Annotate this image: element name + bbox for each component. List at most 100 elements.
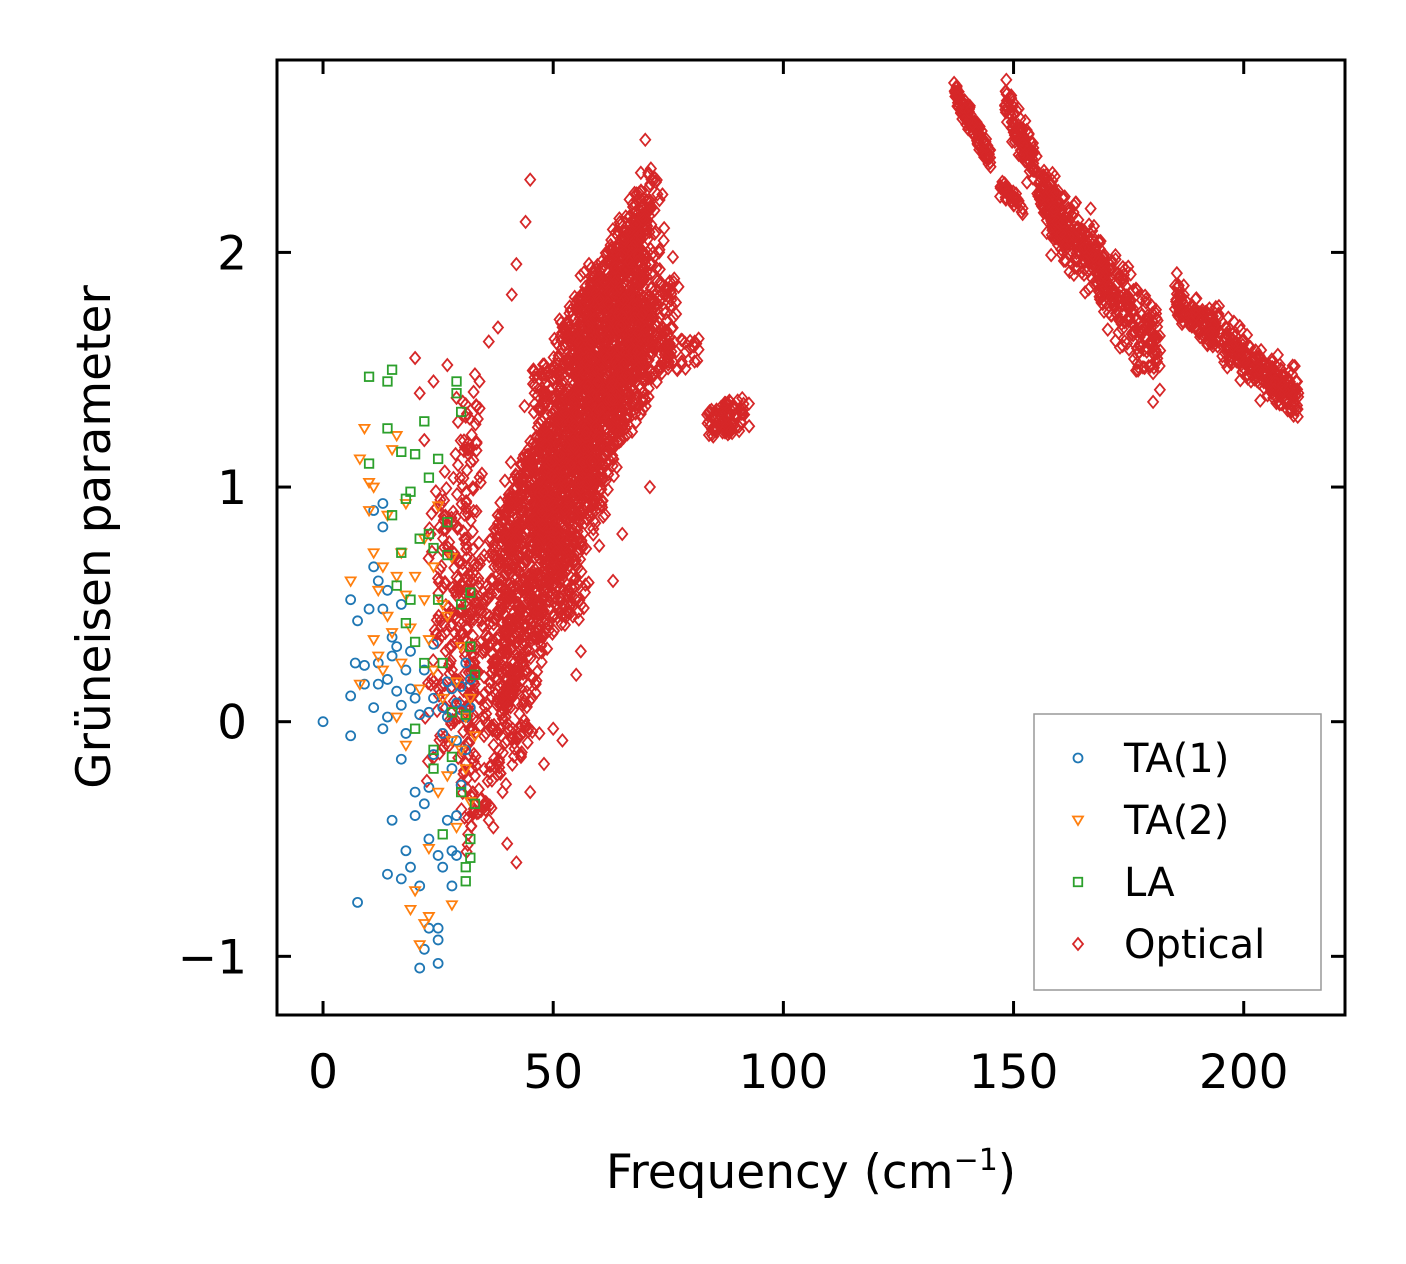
data-point	[1047, 199, 1060, 215]
data-point	[529, 685, 542, 701]
data-point	[662, 354, 676, 370]
data-point	[678, 335, 692, 351]
data-point	[1203, 301, 1216, 316]
data-point	[513, 530, 526, 546]
data-point	[614, 318, 628, 334]
data-point	[662, 344, 675, 360]
data-point	[530, 673, 543, 689]
data-point	[529, 512, 542, 528]
data-point	[607, 430, 620, 446]
data-point	[345, 690, 357, 702]
data-point	[432, 922, 444, 934]
data-point	[470, 434, 483, 450]
data-point	[540, 427, 554, 443]
data-point	[505, 630, 518, 646]
data-point	[653, 287, 667, 303]
data-point	[999, 83, 1012, 99]
data-point	[535, 654, 548, 670]
data-point	[950, 88, 963, 104]
data-point	[520, 699, 533, 715]
data-point	[1093, 235, 1106, 251]
data-point	[577, 441, 590, 457]
data-point	[603, 392, 616, 408]
data-point	[720, 407, 733, 423]
data-point	[362, 506, 376, 518]
data-point	[1269, 375, 1282, 391]
data-point	[512, 666, 526, 681]
data-point	[498, 703, 511, 719]
data-point	[429, 484, 443, 499]
data-point	[466, 553, 479, 569]
data-point	[460, 657, 472, 669]
data-point	[476, 618, 489, 633]
data-point	[515, 654, 529, 670]
data-point	[472, 535, 486, 551]
data-point	[656, 187, 669, 202]
data-point	[1269, 373, 1282, 389]
data-point	[371, 651, 385, 663]
data-point	[557, 464, 570, 480]
data-point	[970, 121, 983, 137]
data-point	[547, 549, 560, 565]
data-point	[367, 635, 381, 647]
data-point	[639, 323, 652, 339]
data-point	[1192, 321, 1205, 337]
data-point	[405, 683, 416, 695]
data-point	[1171, 279, 1185, 295]
data-point	[467, 754, 481, 769]
data-point	[1046, 173, 1059, 189]
data-point	[456, 562, 470, 578]
data-point	[472, 570, 485, 586]
data-point	[1269, 358, 1283, 374]
data-point	[644, 255, 658, 271]
data-point	[540, 364, 553, 380]
data-point	[568, 461, 581, 477]
data-point	[564, 458, 577, 473]
data-point	[500, 504, 513, 520]
data-point	[580, 475, 594, 490]
data-point	[1070, 245, 1083, 261]
data-point	[1204, 308, 1218, 324]
data-point	[518, 530, 531, 545]
data-point	[432, 608, 445, 624]
data-point	[505, 287, 518, 303]
data-point	[460, 744, 472, 756]
data-point	[653, 242, 666, 258]
data-point	[418, 798, 430, 810]
data-point	[950, 78, 963, 94]
data-point	[1067, 198, 1081, 214]
data-point	[470, 805, 484, 821]
data-point	[530, 379, 543, 395]
data-point	[1252, 362, 1266, 378]
data-point	[637, 212, 650, 228]
data-point	[1131, 282, 1144, 298]
data-point	[615, 404, 628, 420]
data-point	[439, 643, 452, 659]
data-point	[409, 786, 421, 798]
data-point	[539, 419, 552, 435]
data-point	[414, 880, 426, 892]
data-point	[1129, 363, 1143, 378]
data-point	[556, 733, 569, 748]
data-point	[353, 679, 367, 691]
data-point	[667, 309, 680, 325]
data-point	[527, 405, 541, 420]
data-point	[578, 429, 592, 445]
data-point	[488, 670, 501, 686]
data-point	[591, 480, 604, 496]
data-point	[662, 281, 675, 297]
data-point	[597, 457, 610, 473]
data-point	[707, 429, 720, 444]
data-point	[587, 527, 600, 542]
data-point	[568, 440, 582, 456]
data-point	[575, 314, 588, 330]
data-point	[1070, 239, 1084, 254]
data-point	[578, 585, 592, 600]
data-point	[1040, 167, 1053, 183]
data-point	[657, 302, 671, 318]
data-point	[363, 603, 375, 615]
data-point	[639, 372, 652, 388]
data-point	[1056, 214, 1070, 230]
data-point	[1077, 240, 1091, 256]
data-point	[954, 94, 967, 109]
